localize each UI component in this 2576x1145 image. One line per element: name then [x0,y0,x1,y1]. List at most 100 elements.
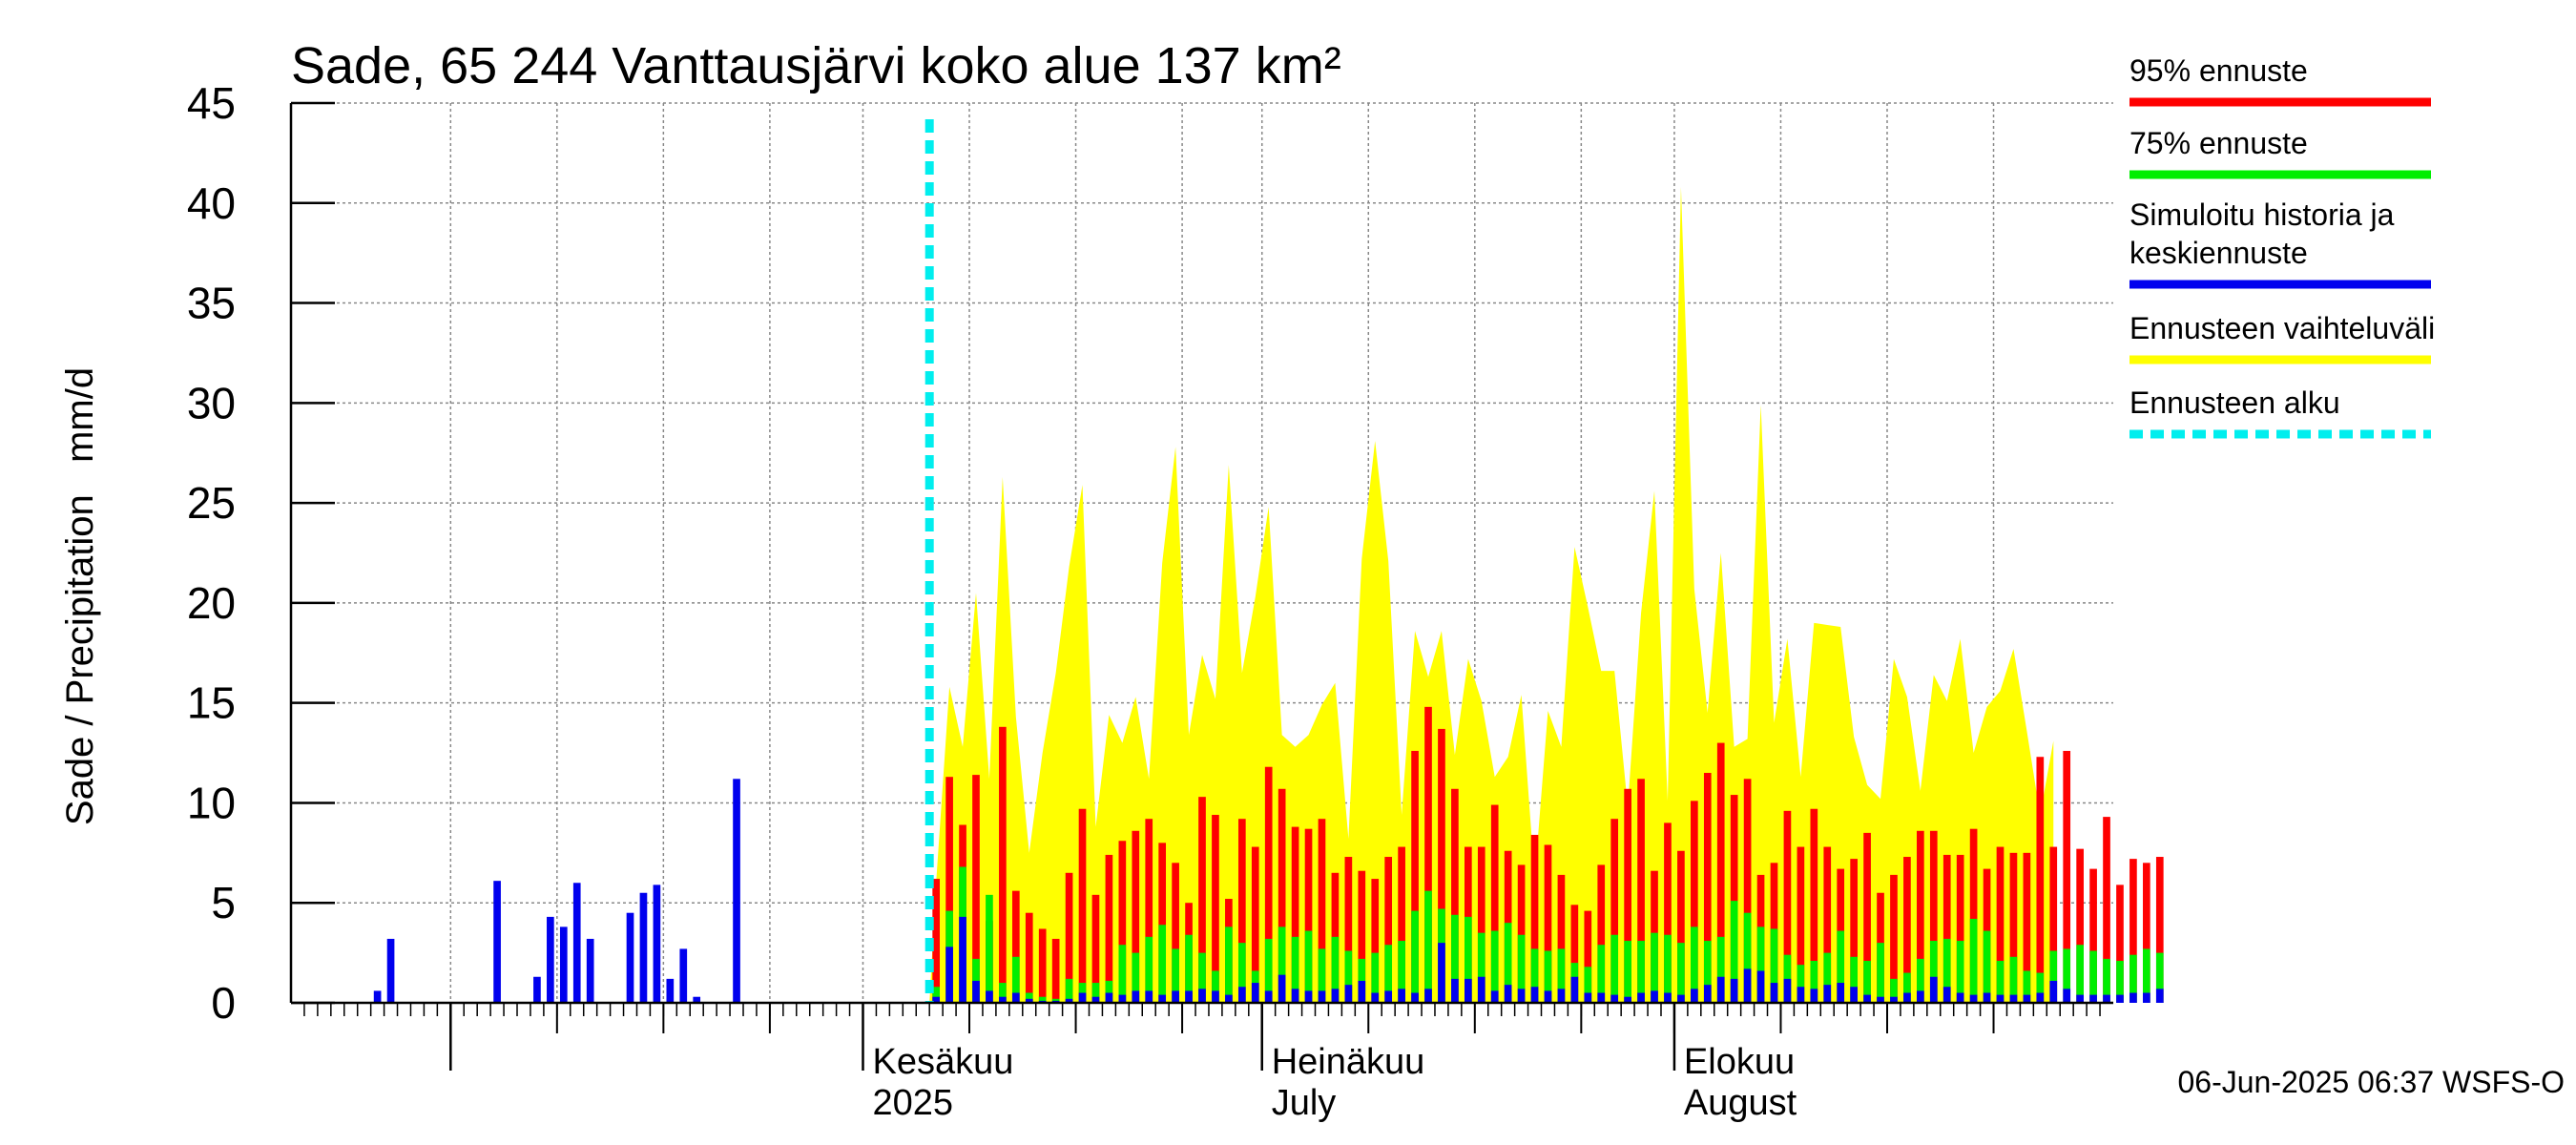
forecast-median-bar [1969,994,1978,1003]
y-tick-label: 20 [187,578,236,628]
forecast-p95-bar [2116,885,2124,1003]
forecast-median-bar [2049,980,2058,1003]
forecast-p95-bar [1544,844,1552,1003]
forecast-median-bar [1584,992,1592,1003]
forecast-median-bar [1025,998,1033,1003]
forecast-p95-bar [1051,938,1060,1003]
forecast-p95-bar [1038,928,1047,1003]
forecast-p75-bar [1983,930,1991,1003]
forecast-median-bar [1264,990,1273,1003]
forecast-p95-bar [1091,894,1100,1003]
forecast-median-bar [1770,983,1778,1003]
forecast-median-bar [1557,989,1566,1003]
forecast-p75-bar [986,894,993,1003]
forecast-p95-bar [1890,874,1898,1003]
forecast-median-bar [1237,987,1246,1003]
forecast-median-bar [1610,994,1619,1003]
forecast-p95-bar [1025,912,1033,1003]
forecast-p95-bar [1530,834,1539,1003]
forecast-p75-bar [2143,948,2150,1003]
forecast-p95-bar [2155,857,2164,1003]
forecast-median-bar [1942,987,1951,1003]
legend-label: Simuloitu historia ja [2129,198,2395,232]
forecast-p95-bar [945,777,953,1003]
forecast-p75-bar [1025,992,1033,1003]
forecast-p75-bar [1132,952,1140,1003]
forecast-p95-bar [1597,864,1606,1003]
forecast-p75-bar [1411,910,1419,1003]
history-bar [373,990,382,1003]
forecast-median-bar [959,916,966,1003]
forecast-median-bar [1544,990,1552,1003]
forecast-p75-bar [1038,996,1047,1003]
forecast-median-bar [2076,994,2084,1003]
forecast-p95-bar [1438,728,1445,1003]
forecast-p95-bar [1065,872,1073,1003]
forecast-median-bar [1517,989,1526,1003]
legend-label: 95% ennuste [2129,53,2308,88]
forecast-p75-bar [1237,943,1246,1003]
history-bar [533,976,541,1003]
forecast-median-bar [1890,996,1898,1003]
forecast-p75-bar [1091,983,1100,1003]
forecast-p95-bar [1118,841,1127,1003]
forecast-median-bar [1078,992,1087,1003]
forecast-median-bar [1716,976,1725,1003]
forecast-median-bar [1212,990,1219,1003]
forecast-p75-bar [1743,912,1752,1003]
forecast-median-bar [1477,976,1485,1003]
history-bar [693,996,701,1003]
forecast-median-bar [2009,994,2018,1003]
forecast-p75-bar [1530,948,1539,1003]
forecast-p75-bar [1517,934,1526,1003]
forecast-median-bar [1172,990,1179,1003]
legend-label: Ennusteen vaihteluväli [2129,311,2435,345]
forecast-p95-bar [1716,742,1725,1003]
y-tick-label: 40 [187,178,236,228]
y-tick-label: 0 [211,978,236,1028]
forecast-median-bar [1730,978,1738,1003]
y-tick-label: 5 [211,878,236,927]
history-bar [386,938,395,1003]
forecast-p75-bar [1371,952,1380,1003]
forecast-p75-bar [1730,901,1738,1003]
forecast-median-bar [1331,989,1340,1003]
forecast-median-bar [1797,987,1805,1003]
forecast-p75-bar [1331,936,1340,1003]
forecast-median-bar [1756,970,1765,1003]
forecast-median-bar [1065,998,1073,1003]
forecast-p75-bar [1477,932,1485,1003]
forecast-p75-bar [1584,967,1592,1003]
forecast-p75-bar [1118,945,1127,1003]
forecast-p75-bar [1278,926,1286,1003]
forecast-p75-bar [2049,950,2058,1003]
forecast-p95-bar [2143,863,2150,1003]
forecast-median-bar [1903,992,1911,1003]
forecast-median-bar [1225,994,1233,1003]
forecast-median-bar [1570,976,1579,1003]
forecast-p75-bar [1198,952,1206,1003]
forecast-p95-bar [1304,828,1313,1003]
forecast-p95-bar [1956,854,1964,1003]
history-bar [572,883,581,1003]
forecast-p75-bar [1956,941,1964,1003]
forecast-p75-bar [1810,960,1818,1003]
forecast-p75-bar [1304,930,1313,1003]
forecast-median-bar [1743,968,1752,1003]
forecast-p95-bar [1172,863,1179,1003]
forecast-p95-bar [2089,868,2097,1003]
forecast-p95-bar [1212,815,1219,1003]
forecast-p75-bar [1145,936,1153,1003]
forecast-median-bar [1691,989,1698,1003]
forecast-median-bar [1703,985,1712,1003]
forecast-median-bar [1251,983,1259,1003]
forecast-median-bar [1105,992,1113,1003]
forecast-p95-bar [1264,766,1273,1003]
forecast-median-bar [1291,989,1299,1003]
forecast-p75-bar [1797,965,1805,1003]
forecast-p75-bar [1610,934,1619,1003]
forecast-median-bar [2089,994,2097,1003]
forecast-p75-bar [1185,934,1193,1003]
forecast-p95-bar [1105,854,1113,1003]
